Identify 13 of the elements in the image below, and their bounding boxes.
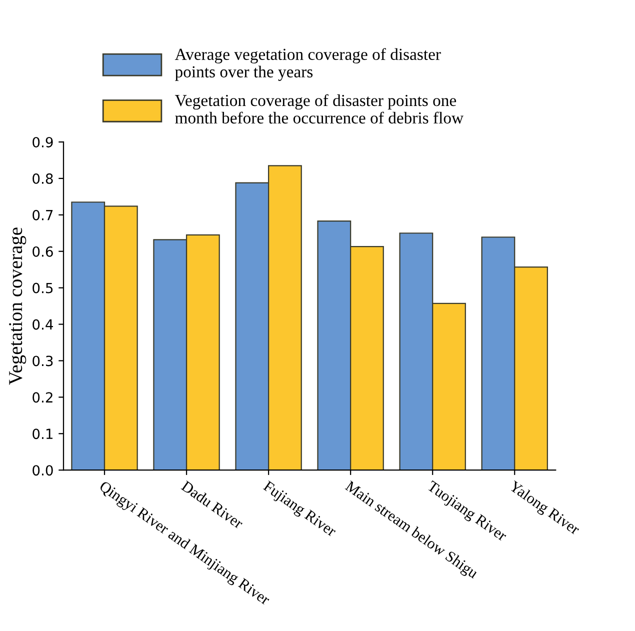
y-axis-title: Vegetation coverage (9, 228, 26, 385)
y-tick-label: 0.1 (32, 428, 52, 440)
y-tick-label: 0.4 (32, 319, 53, 330)
y-tick-label: 0.3 (32, 356, 53, 366)
y-tick-label: 0.0 (32, 465, 53, 476)
y-tick-label: 0.7 (32, 210, 53, 220)
legend-label: Vegetation coverage of disaster points one month before the occurrence of debris flow (174, 94, 464, 124)
y-tick-label: 0.2 (32, 392, 52, 403)
y-tick-label: 0.8 (32, 173, 53, 184)
y-tick-label: 0.9 (32, 136, 53, 148)
y-tick-label: 0.6 (32, 246, 53, 257)
legend-label: Average vegetation coverage of disaster points over the years (174, 48, 441, 81)
y-tick-label: 0.5 (32, 282, 53, 294)
